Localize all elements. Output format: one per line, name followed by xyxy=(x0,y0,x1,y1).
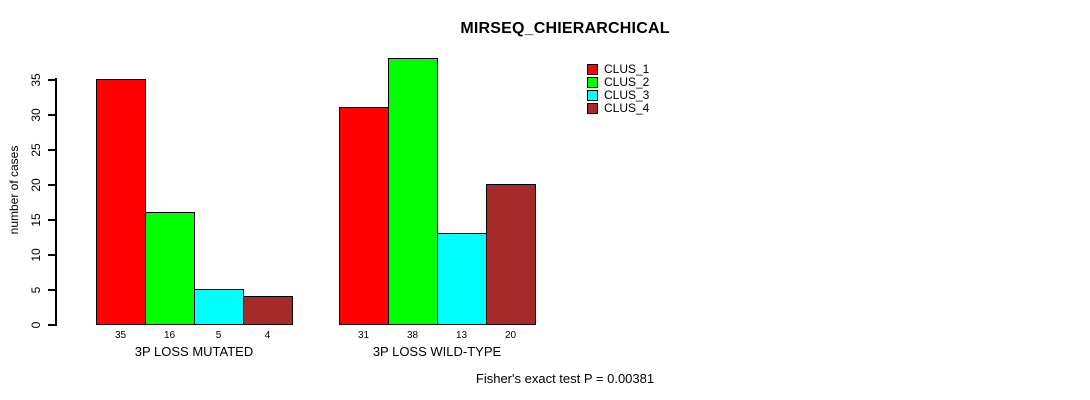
y-tick-label: 5 xyxy=(29,286,43,294)
legend: CLUS_1 CLUS_2 CLUS_3 CLUS_4 xyxy=(587,63,649,115)
y-tick xyxy=(48,219,55,221)
y-axis-label: number of cases xyxy=(7,145,21,235)
y-tick-label: 25 xyxy=(29,143,43,157)
y-tick-label: 15 xyxy=(29,213,43,227)
y-tick xyxy=(48,254,55,256)
group-label: 3P LOSS MUTATED xyxy=(134,344,254,359)
y-tick xyxy=(48,184,55,186)
bar-value-label: 16 xyxy=(163,330,176,341)
bar xyxy=(96,79,146,325)
bar xyxy=(437,233,487,325)
legend-row: CLUS_2 xyxy=(587,76,649,89)
bar-value-label: 20 xyxy=(504,330,517,341)
y-tick xyxy=(48,324,55,326)
bar xyxy=(388,58,438,325)
y-tick-label: 20 xyxy=(29,178,43,192)
y-tick-label: 30 xyxy=(29,108,43,122)
legend-row: CLUS_4 xyxy=(587,102,649,115)
legend-row: CLUS_3 xyxy=(587,89,649,102)
y-tick xyxy=(48,79,55,81)
bar xyxy=(243,296,293,325)
legend-label: CLUS_2 xyxy=(604,75,650,89)
y-tick-label: 0 xyxy=(29,321,43,329)
y-tick xyxy=(48,289,55,291)
y-tick-label: 35 xyxy=(29,73,43,87)
y-tick xyxy=(48,149,55,151)
bar-value-label: 4 xyxy=(264,330,271,341)
bar xyxy=(145,212,195,325)
legend-swatch xyxy=(587,90,598,101)
annotation-text: Fisher's exact test P = 0.00381 xyxy=(475,371,655,386)
bar xyxy=(339,107,389,325)
bar xyxy=(486,184,536,325)
y-axis-line xyxy=(55,78,57,326)
y-tick-label: 10 xyxy=(29,248,43,262)
bar-value-label: 13 xyxy=(455,330,468,341)
y-tick xyxy=(48,114,55,116)
bar-value-label: 38 xyxy=(406,330,419,341)
legend-swatch xyxy=(587,64,598,75)
bar-value-label: 35 xyxy=(114,330,127,341)
legend-label: CLUS_1 xyxy=(604,62,650,76)
bar-value-label: 5 xyxy=(215,330,222,341)
legend-label: CLUS_3 xyxy=(604,88,650,102)
legend-label: CLUS_4 xyxy=(604,101,650,115)
legend-swatch xyxy=(587,103,598,114)
bar-value-label: 31 xyxy=(357,330,370,341)
group-label: 3P LOSS WILD-TYPE xyxy=(372,344,502,359)
legend-row: CLUS_1 xyxy=(587,63,649,76)
chart-title: MIRSEQ_CHIERARCHICAL xyxy=(460,20,670,37)
legend-swatch xyxy=(587,77,598,88)
bar xyxy=(194,289,244,325)
